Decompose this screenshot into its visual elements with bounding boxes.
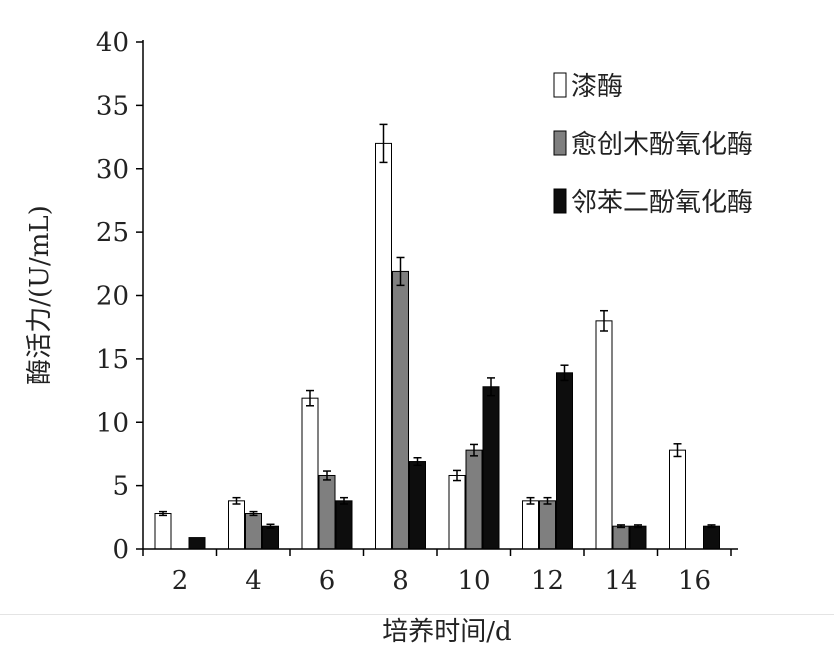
bar-邻苯二酚氧化酶-4 — [262, 525, 279, 550]
bar-漆酶-12 — [522, 500, 539, 550]
bar-愈创木酚氧化酶-4 — [245, 513, 262, 550]
legend-swatch-愈创木酚氧化酶 — [553, 130, 567, 156]
x-tick-label-8: 8 — [392, 566, 409, 596]
x-tick-label-6: 6 — [319, 566, 336, 596]
bar-漆酶-8 — [375, 142, 392, 550]
bar-邻苯二酚氧化酶-6 — [335, 500, 353, 550]
y-tick-label-25: 25 — [96, 218, 129, 248]
bar-邻苯二酚氧化酶-12 — [556, 372, 573, 550]
bar-愈创木酚氧化酶-8 — [392, 270, 409, 550]
y-tick-label-0: 0 — [112, 535, 129, 565]
legend-label-漆酶: 漆酶 — [571, 72, 623, 102]
x-tick-label-2: 2 — [172, 566, 189, 596]
y-tick-label-15: 15 — [96, 345, 129, 375]
x-tick-label-16: 16 — [678, 566, 711, 596]
bar-邻苯二酚氧化酶-14 — [629, 525, 647, 550]
y-tick-label-40: 40 — [96, 28, 129, 58]
y-axis-title: 酶活力/(U/mL) — [25, 205, 55, 385]
x-tick-label-14: 14 — [604, 566, 637, 596]
axes-layer: 0 5 10 15 20 25 30 35 40 2 4 6 8 10 12 14 16 — [96, 28, 738, 596]
bar-漆酶-2 — [154, 513, 172, 550]
y-tick-label-35: 35 — [96, 91, 129, 121]
legend-label-邻苯二酚氧化酶: 邻苯二酚氧化酶 — [571, 188, 753, 218]
x-tick-label-12: 12 — [531, 566, 564, 596]
bar-漆酶-4 — [228, 500, 245, 550]
x-tick-label-10: 10 — [457, 566, 490, 596]
legend-swatch-邻苯二酚氧化酶 — [553, 188, 567, 214]
bar-漆酶-10 — [448, 474, 466, 550]
bar-愈创木酚氧化酶-10 — [465, 449, 483, 550]
bottom-divider — [0, 614, 834, 615]
x-tick-label-4: 4 — [245, 566, 262, 596]
y-tick-label-30: 30 — [96, 155, 129, 185]
x-axis-title: 培养时间/d — [382, 617, 511, 647]
bar-愈创木酚氧化酶-12 — [539, 500, 556, 550]
y-tick-label-10: 10 — [96, 408, 129, 438]
y-tick-label-5: 5 — [112, 472, 129, 502]
bar-漆酶-6 — [301, 397, 319, 550]
legend-label-愈创木酚氧化酶: 愈创木酚氧化酶 — [571, 130, 753, 160]
y-tick-label-20: 20 — [96, 282, 129, 312]
bar-邻苯二酚氧化酶-2 — [188, 537, 206, 550]
legend-swatch-漆酶 — [553, 72, 567, 98]
bar-漆酶-14 — [595, 320, 613, 550]
bar-邻苯二酚氧化酶-10 — [482, 386, 500, 550]
error-bars-layer — [159, 123, 716, 529]
bar-愈创木酚氧化酶-14 — [612, 525, 630, 550]
bar-邻苯二酚氧化酶-8 — [409, 461, 426, 550]
bar-愈创木酚氧化酶-6 — [318, 474, 336, 550]
bar-邻苯二酚氧化酶-16 — [703, 525, 720, 550]
bars-layer — [154, 142, 720, 550]
bar-漆酶-16 — [669, 449, 686, 550]
